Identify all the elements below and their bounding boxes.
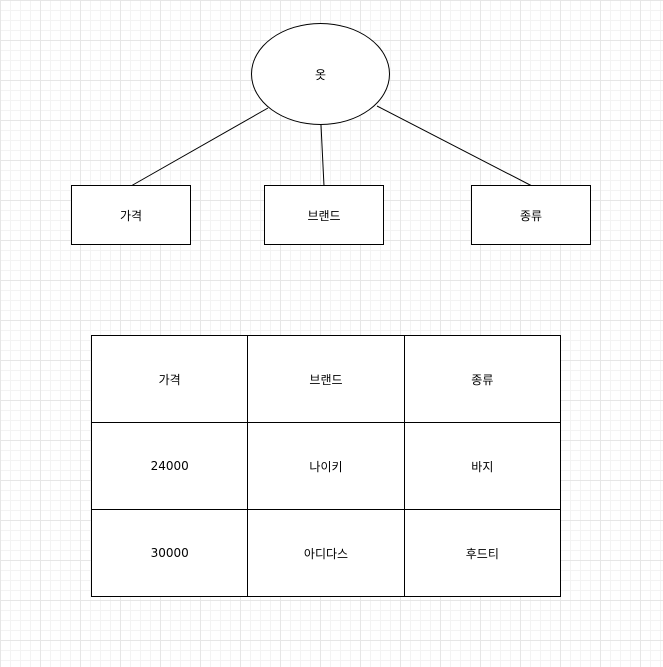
table-cell: 30000 xyxy=(90,509,249,597)
attribute-box-type[interactable]: 종류 xyxy=(471,185,591,245)
attribute-box-price[interactable]: 가격 xyxy=(71,185,191,245)
attribute-label: 종류 xyxy=(519,208,543,223)
data-table[interactable]: 가격 브랜드 종류 24000 나이키 바지 30000 아디다스 후드티 xyxy=(90,335,562,597)
table-cell: 24000 xyxy=(90,422,249,510)
entity-ellipse[interactable]: 옷 xyxy=(251,23,390,125)
attribute-box-brand[interactable]: 브랜드 xyxy=(264,185,384,245)
table-row: 24000 나이키 바지 xyxy=(90,422,562,510)
table-cell: 나이키 xyxy=(247,422,405,510)
entity-label: 옷 xyxy=(314,67,327,82)
connector-type xyxy=(376,105,533,187)
table-header-row: 가격 브랜드 종류 xyxy=(90,335,562,423)
table-row: 30000 아디다스 후드티 xyxy=(90,509,562,597)
table-header-cell: 브랜드 xyxy=(247,335,405,423)
attribute-label: 가격 xyxy=(119,208,143,223)
connector-brand xyxy=(320,124,325,187)
table-cell: 바지 xyxy=(403,422,562,510)
table-cell: 아디다스 xyxy=(247,509,405,597)
table-header-cell: 종류 xyxy=(403,335,562,423)
table-header-cell: 가격 xyxy=(90,335,249,423)
attribute-label: 브랜드 xyxy=(307,208,341,223)
table-cell: 후드티 xyxy=(403,509,562,597)
connector-price xyxy=(130,107,269,187)
